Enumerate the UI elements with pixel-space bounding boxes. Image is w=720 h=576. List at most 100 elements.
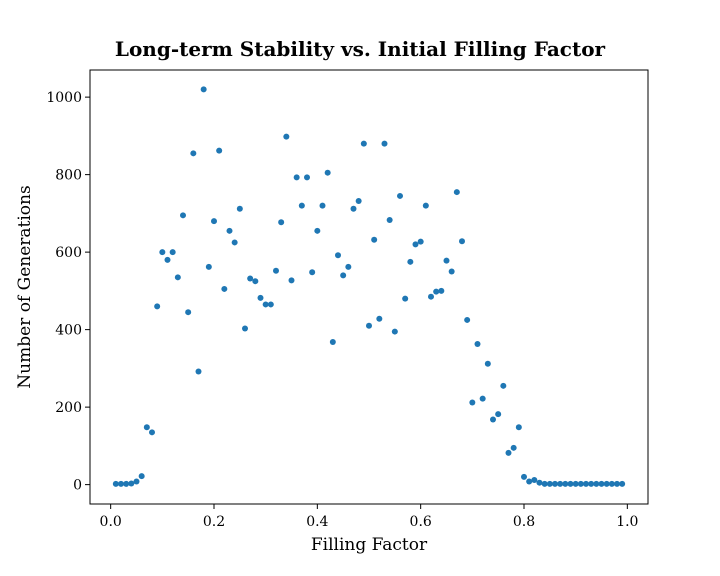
- data-point: [159, 249, 166, 256]
- data-point: [138, 473, 145, 480]
- x-tick-label: 0.4: [306, 514, 328, 530]
- data-point: [598, 480, 605, 487]
- chart-title: Long-term Stability vs. Initial Filling …: [115, 37, 606, 61]
- data-point: [262, 301, 269, 308]
- data-point: [143, 424, 150, 431]
- data-point: [242, 325, 248, 332]
- data-point: [526, 478, 533, 485]
- x-axis: 0.0 0.2 0.4 0.6 0.8 1.0: [100, 504, 638, 530]
- data-point: [355, 197, 362, 204]
- data-point: [417, 238, 424, 245]
- data-point: [366, 322, 372, 329]
- data-point: [428, 293, 434, 300]
- data-point: [376, 315, 383, 322]
- data-point: [521, 473, 527, 480]
- data-point: [567, 480, 574, 487]
- data-point: [381, 140, 388, 147]
- data-point: [226, 227, 233, 234]
- data-point: [422, 202, 429, 209]
- data-point: [169, 249, 176, 256]
- data-point: [205, 263, 212, 270]
- data-point: [407, 258, 414, 265]
- data-point: [340, 272, 347, 279]
- data-point: [304, 174, 310, 181]
- data-point: [541, 480, 548, 487]
- data-point: [257, 294, 264, 301]
- data-point: [495, 411, 502, 418]
- data-point: [236, 205, 243, 212]
- data-point: [546, 480, 553, 487]
- data-point: [216, 147, 223, 154]
- data-point: [510, 444, 517, 451]
- data-point: [557, 480, 564, 487]
- data-point: [484, 360, 491, 367]
- data-point: [190, 150, 197, 157]
- data-point: [324, 169, 331, 176]
- data-point: [252, 278, 259, 285]
- x-tick-label: 0.6: [410, 514, 432, 530]
- data-point: [448, 268, 455, 275]
- data-point: [593, 480, 600, 487]
- data-point: [309, 269, 316, 276]
- data-point: [118, 480, 124, 487]
- data-point: [505, 449, 512, 456]
- y-tick-label: 200: [55, 400, 82, 416]
- plot-area-frame: [89, 69, 649, 505]
- data-point: [329, 339, 336, 346]
- data-point: [500, 382, 507, 389]
- data-point: [577, 480, 584, 487]
- data-point: [412, 241, 419, 248]
- data-point: [231, 239, 238, 246]
- y-axis-label: Number of Generations: [15, 185, 35, 388]
- data-point: [319, 202, 326, 209]
- x-tick-label: 0.2: [203, 514, 225, 530]
- data-point: [603, 480, 610, 487]
- data-point: [288, 277, 295, 284]
- data-point: [180, 212, 186, 219]
- data-point: [490, 416, 496, 423]
- data-point: [397, 192, 403, 199]
- data-point: [360, 140, 367, 147]
- data-point: [278, 219, 285, 226]
- data-point: [515, 424, 522, 431]
- data-point: [572, 480, 579, 487]
- data-point: [293, 174, 300, 181]
- data-point: [443, 257, 450, 264]
- data-points: [112, 86, 626, 487]
- data-point: [154, 303, 161, 310]
- data-point: [123, 480, 130, 487]
- data-point: [267, 301, 274, 308]
- data-point: [552, 480, 558, 487]
- x-axis-label: Filling Factor: [311, 535, 428, 555]
- data-point: [247, 275, 254, 282]
- data-point: [335, 252, 341, 259]
- data-point: [391, 328, 398, 335]
- data-point: [433, 288, 440, 295]
- x-tick-label: 0.0: [100, 514, 122, 530]
- data-point: [200, 86, 207, 93]
- data-point: [402, 295, 409, 302]
- data-point: [221, 285, 228, 292]
- data-point: [583, 480, 589, 487]
- y-tick-label: 600: [55, 245, 82, 261]
- data-point: [453, 189, 460, 196]
- data-point: [350, 205, 357, 212]
- y-tick-label: 1000: [46, 90, 82, 106]
- y-axis: 0 200 400 600 800 1000: [46, 90, 90, 494]
- data-point: [464, 316, 471, 323]
- data-point: [479, 395, 486, 402]
- data-point: [195, 368, 202, 375]
- data-point: [474, 340, 481, 347]
- y-tick-label: 800: [55, 168, 82, 184]
- data-point: [531, 476, 538, 483]
- data-point: [273, 267, 279, 274]
- data-point: [386, 216, 393, 223]
- data-point: [588, 480, 595, 487]
- x-tick-label: 0.8: [513, 514, 535, 530]
- data-point: [174, 274, 181, 281]
- x-tick-label: 1.0: [616, 514, 638, 530]
- y-tick-label: 400: [55, 323, 82, 339]
- data-point: [128, 480, 135, 487]
- data-point: [619, 480, 626, 487]
